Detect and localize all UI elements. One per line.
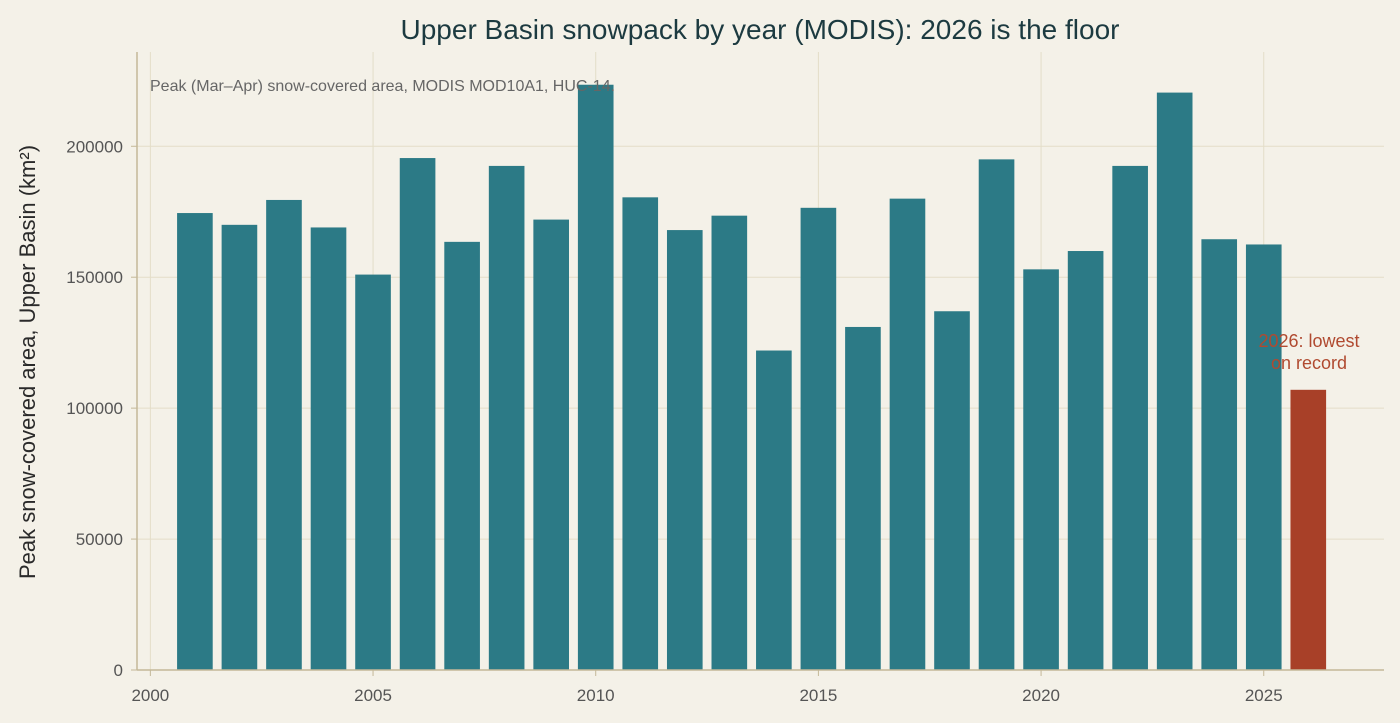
bar-2012 [666, 230, 703, 670]
bar-2001 [177, 213, 213, 670]
bar-2006 [399, 158, 436, 670]
y-tick-label: 0 [114, 661, 123, 680]
bar-2023 [1156, 92, 1193, 670]
bar-2011 [622, 197, 659, 670]
bar-2016 [845, 326, 881, 670]
bar-2017 [889, 198, 926, 670]
bar-2005 [355, 274, 391, 670]
y-tick-label: 150000 [66, 268, 123, 287]
bar-2004 [310, 227, 347, 670]
bar-2019 [978, 159, 1015, 670]
bar-2015 [800, 207, 837, 670]
bar-2020 [1023, 269, 1059, 670]
chart-subtitle: Peak (Mar–Apr) snow-covered area, MODIS … [150, 78, 615, 95]
bar-2013 [711, 215, 748, 670]
y-tick-label: 50000 [76, 530, 123, 549]
bar-2021 [1067, 251, 1104, 670]
bar-2010 [577, 84, 614, 671]
bar-2014 [756, 350, 792, 670]
bar-2003 [266, 199, 302, 671]
x-tick-label: 2025 [1245, 686, 1283, 705]
annotation-line-1: 2026: lowest [1258, 331, 1359, 351]
bars-layer [177, 84, 1327, 671]
bar-2024 [1201, 239, 1238, 671]
x-tick-label: 2010 [577, 686, 615, 705]
axes-layer [136, 52, 1384, 671]
x-tick-label: 2000 [131, 686, 169, 705]
x-tick-label: 2020 [1022, 686, 1060, 705]
tick-labels: 2000 2005 2010 2015 2020 2025 0 50000 100000 1500… [66, 137, 1282, 705]
bar-2022 [1112, 165, 1148, 670]
bar-2018 [934, 311, 970, 670]
bar-2002 [221, 224, 258, 670]
bar-2007 [444, 241, 480, 671]
bar-2009 [533, 219, 569, 671]
bar-2026 [1290, 389, 1327, 670]
y-axis-label: Peak snow-covered area, Upper Basin (km²… [15, 145, 40, 579]
bar-2025 [1245, 244, 1282, 670]
bar-2008 [488, 165, 525, 670]
x-tick-label: 2005 [354, 686, 392, 705]
chart-title: Upper Basin snowpack by year (MODIS): 20… [401, 14, 1120, 45]
annotation-line-2: on record [1271, 353, 1347, 373]
y-tick-label: 100000 [66, 399, 123, 418]
x-tick-label: 2015 [799, 686, 837, 705]
y-tick-label: 200000 [66, 137, 123, 156]
